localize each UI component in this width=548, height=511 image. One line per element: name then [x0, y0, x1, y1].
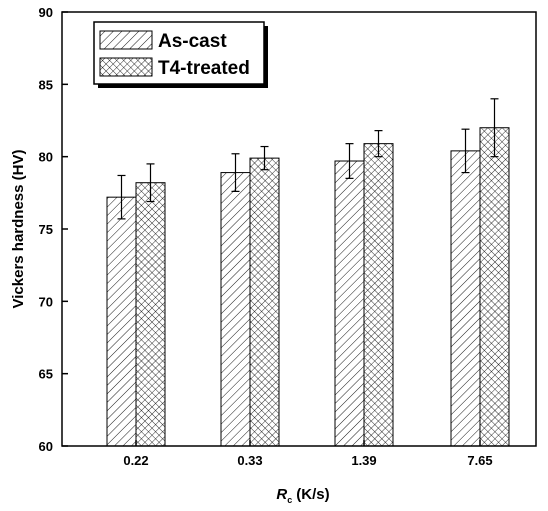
y-tick-label: 65 [39, 367, 53, 382]
bar-t4-treated-1.39 [363, 143, 394, 447]
legend-label-as-cast: As-cast [158, 31, 227, 52]
x-axis-label-symbol: R [276, 486, 287, 503]
y-tick-label: 90 [39, 5, 53, 20]
x-axis-ticks: 0.22 0.33 1.39 7.65 [123, 440, 493, 468]
bar-as-cast-0.22 [106, 196, 137, 447]
x-tick-label: 0.22 [123, 453, 148, 468]
y-tick-label: 60 [39, 439, 53, 454]
plot-frame [61, 11, 537, 447]
error-bar-t4-treated-7.65 [490, 98, 499, 158]
y-tick-label: 70 [39, 294, 53, 309]
bar-as-cast-7.65 [450, 150, 481, 447]
x-axis-label-subscript: c [287, 495, 292, 505]
y-tick-label: 85 [39, 77, 53, 92]
error-bar-as-cast-7.65 [461, 128, 470, 174]
error-bar-as-cast-0.33 [231, 153, 240, 192]
y-axis-ticks: 60 65 70 75 80 85 90 [39, 5, 68, 454]
x-tick-label: 0.33 [237, 453, 262, 468]
x-axis-label: Rc (K/s) [276, 486, 329, 505]
bar-t4-treated-0.22 [135, 182, 166, 447]
x-axis-label-unit: (K/s) [296, 486, 329, 503]
y-tick-label: 80 [39, 150, 53, 165]
y-axis-label: Vickers hardness (HV) [10, 150, 27, 309]
legend-label-t4-treated: T4-treated [158, 58, 250, 79]
bar-as-cast-1.39 [334, 160, 365, 447]
error-bars-group [117, 98, 499, 220]
bar-t4-treated-0.33 [249, 157, 280, 447]
error-bar-t4-treated-0.22 [146, 163, 155, 203]
y-tick-label: 75 [39, 222, 53, 237]
x-tick-label: 1.39 [351, 453, 376, 468]
bar-t4-treated-7.65 [479, 127, 510, 447]
legend: As-cast T4-treated [93, 21, 268, 88]
legend-swatch-as-cast [99, 30, 153, 50]
legend-swatch-t4-treated [99, 57, 153, 77]
error-bar-t4-treated-1.39 [374, 130, 383, 158]
error-bar-as-cast-0.22 [117, 174, 126, 220]
error-bar-t4-treated-0.33 [260, 145, 269, 171]
bars-group [106, 127, 510, 447]
x-tick-label: 7.65 [467, 453, 492, 468]
bar-as-cast-0.33 [220, 172, 251, 447]
error-bar-as-cast-1.39 [345, 143, 354, 179]
